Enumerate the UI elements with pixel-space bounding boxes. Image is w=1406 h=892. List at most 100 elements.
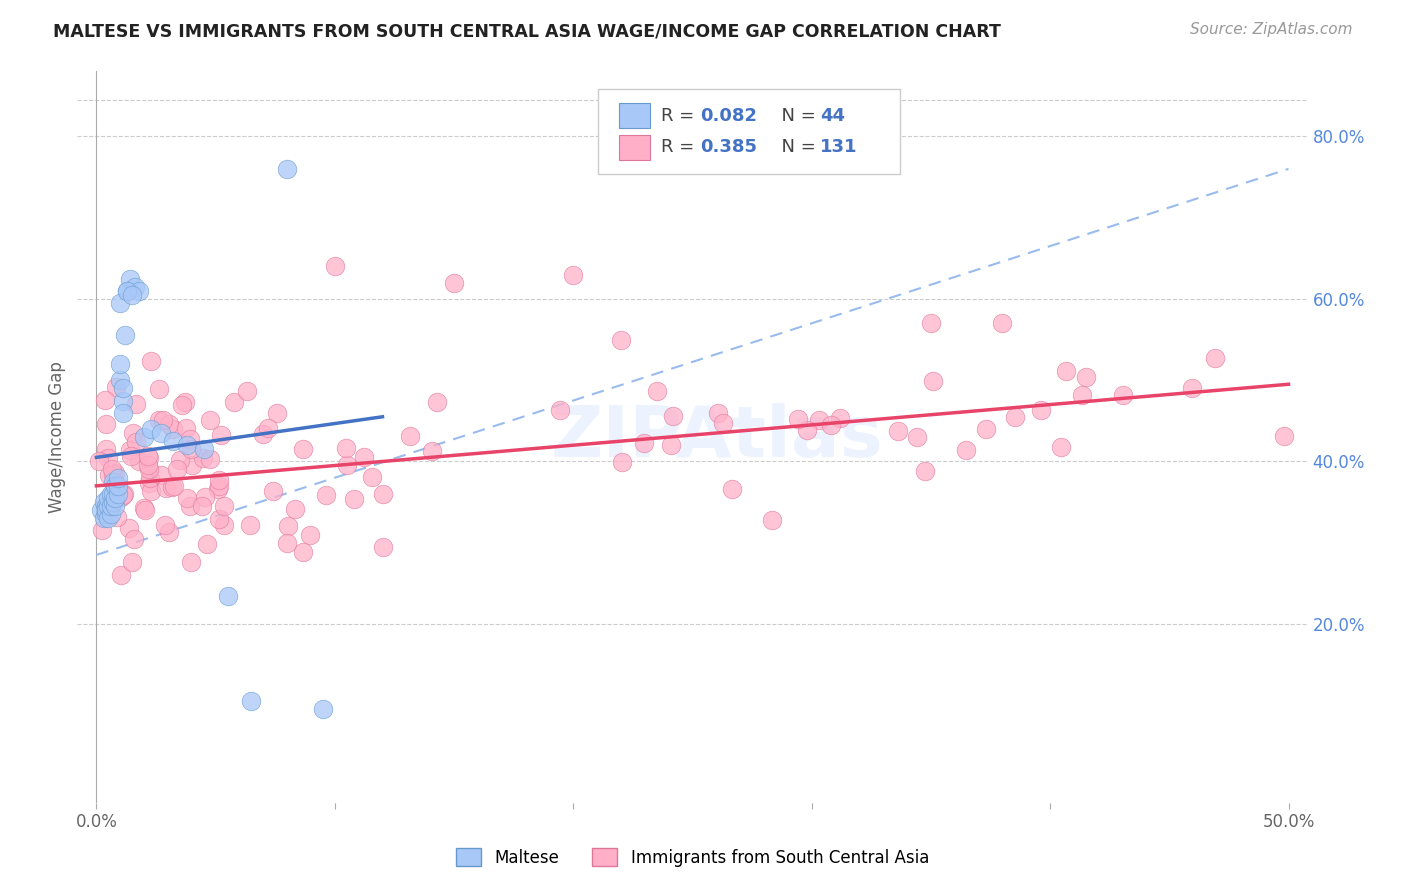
Point — [94, 442, 117, 457]
Point — [291, 442, 314, 456]
Point — [176, 491, 198, 506]
Point — [97, 468, 120, 483]
Text: 0.082: 0.082 — [700, 107, 758, 125]
Point — [720, 482, 742, 496]
Point — [1071, 388, 1094, 402]
Point — [711, 416, 734, 430]
Point — [150, 467, 173, 482]
Point — [104, 380, 127, 394]
Point — [217, 589, 239, 603]
Point — [132, 501, 155, 516]
Point — [111, 393, 134, 408]
Point — [212, 499, 235, 513]
Point — [921, 374, 943, 388]
Point — [887, 424, 910, 438]
Point — [157, 524, 180, 539]
Point — [125, 397, 148, 411]
Point — [1076, 370, 1098, 384]
Point — [110, 373, 132, 387]
Point — [207, 482, 229, 496]
Point — [110, 296, 132, 310]
Point — [107, 487, 129, 501]
Point — [100, 508, 122, 522]
Point — [208, 474, 231, 488]
Point — [786, 412, 808, 426]
Point — [153, 517, 176, 532]
Point — [335, 442, 357, 456]
Point — [176, 420, 198, 434]
Point — [107, 471, 129, 485]
Point — [141, 422, 163, 436]
Point — [101, 495, 124, 509]
Point — [920, 316, 942, 330]
Point — [110, 357, 132, 371]
Point — [148, 413, 170, 427]
Point — [661, 409, 683, 423]
Point — [645, 384, 668, 399]
Point — [443, 276, 465, 290]
Point — [141, 483, 163, 498]
Point — [336, 458, 359, 472]
Point — [905, 430, 928, 444]
Point — [262, 483, 284, 498]
Point — [209, 427, 232, 442]
Point — [176, 438, 198, 452]
Point — [97, 511, 120, 525]
Point — [138, 450, 160, 465]
Point — [118, 443, 141, 458]
Point — [100, 487, 122, 501]
Point — [1054, 364, 1077, 378]
Point — [181, 458, 204, 473]
Point — [128, 284, 150, 298]
Point — [239, 518, 262, 533]
Point — [208, 479, 231, 493]
Point — [166, 462, 188, 476]
Point — [114, 328, 136, 343]
Point — [353, 450, 375, 464]
Point — [266, 406, 288, 420]
Point — [371, 540, 394, 554]
Point — [121, 426, 143, 441]
Point — [134, 503, 156, 517]
Point — [97, 491, 120, 505]
Point — [101, 467, 124, 481]
Point — [612, 455, 634, 469]
Point — [706, 406, 728, 420]
Point — [90, 503, 112, 517]
Point — [87, 454, 110, 468]
Point — [104, 499, 127, 513]
Point — [138, 475, 160, 490]
Text: MALTESE VS IMMIGRANTS FROM SOUTH CENTRAL ASIA WAGE/INCOME GAP CORRELATION CHART: MALTESE VS IMMIGRANTS FROM SOUTH CENTRAL… — [53, 22, 1001, 40]
Point — [94, 417, 117, 432]
Point — [97, 499, 120, 513]
Point — [1181, 381, 1204, 395]
Point — [820, 418, 842, 433]
Point — [298, 527, 321, 541]
Point — [610, 333, 633, 347]
Point — [173, 395, 195, 409]
Point — [426, 395, 449, 409]
Point — [179, 500, 201, 514]
Point — [91, 523, 114, 537]
Point — [240, 694, 263, 708]
Point — [104, 491, 127, 505]
Point — [117, 284, 139, 298]
Point — [94, 508, 117, 522]
Point — [105, 509, 128, 524]
Point — [277, 519, 299, 533]
Point — [94, 503, 117, 517]
Point — [550, 402, 572, 417]
Point — [343, 491, 366, 506]
Point — [93, 393, 115, 408]
Point — [155, 481, 177, 495]
Point — [148, 382, 170, 396]
Point — [100, 499, 122, 513]
Text: 44: 44 — [820, 107, 845, 125]
Point — [276, 536, 298, 550]
Point — [276, 161, 298, 176]
Point — [112, 488, 135, 502]
Text: N =: N = — [770, 138, 823, 156]
Text: 131: 131 — [820, 138, 858, 156]
Point — [125, 434, 148, 449]
Point — [160, 480, 183, 494]
